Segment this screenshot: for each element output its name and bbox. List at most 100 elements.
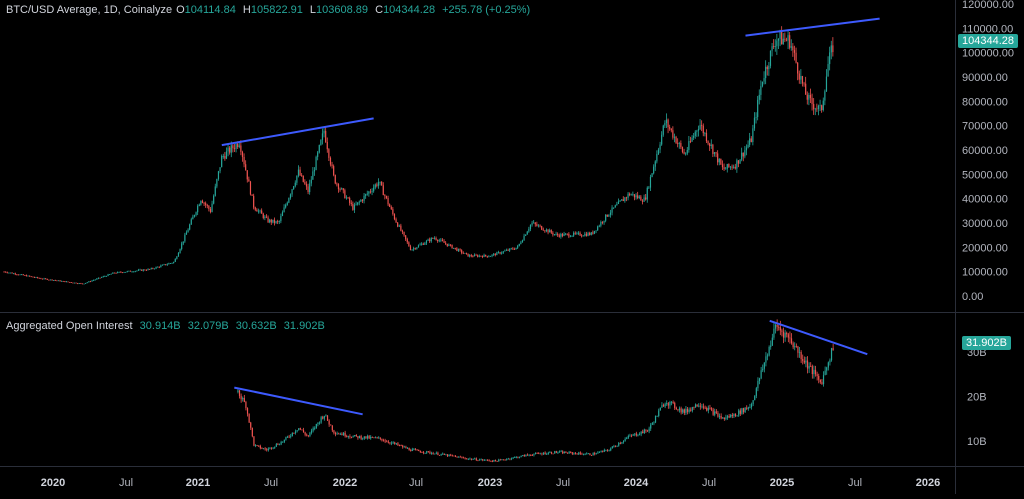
price-candle <box>208 205 210 209</box>
price-candle <box>757 99 759 117</box>
oi-candle <box>784 332 786 338</box>
price-candle <box>451 244 453 249</box>
oi-candle <box>328 420 330 425</box>
oi-candle <box>800 352 802 360</box>
oi-candle <box>824 370 826 376</box>
oi-candle <box>336 433 338 435</box>
price-candle <box>133 271 135 273</box>
price-candle <box>110 273 112 275</box>
oi-candle <box>579 452 581 454</box>
price-candle <box>573 232 575 236</box>
oi-candle <box>451 455 453 457</box>
oi-candle <box>806 360 809 369</box>
oi-candle <box>600 451 602 452</box>
price-candle <box>195 212 197 215</box>
price-candle <box>25 275 28 277</box>
price-candle <box>606 214 608 217</box>
price-candle <box>206 204 208 206</box>
price-candle <box>363 195 365 201</box>
price-candle <box>248 179 250 182</box>
price-candle <box>518 243 520 246</box>
oi-candle <box>821 382 823 385</box>
price-candle <box>832 45 834 53</box>
price-candle <box>389 204 391 207</box>
oi-candle <box>334 433 337 435</box>
oi-candle <box>314 427 316 429</box>
price-candle <box>289 194 292 199</box>
price-candle <box>765 66 767 79</box>
oi-candle <box>515 456 517 458</box>
price-candle <box>413 248 415 250</box>
oi-candle <box>787 334 789 338</box>
price-candle <box>129 270 132 272</box>
oi-candle <box>424 452 426 454</box>
price-candle <box>24 275 26 276</box>
price-candle <box>435 238 437 240</box>
oi-candle <box>771 337 773 346</box>
price-candle <box>40 278 42 280</box>
price-candle <box>182 241 184 244</box>
oi-candle <box>832 348 834 351</box>
price-candle <box>453 247 455 249</box>
price-candle <box>321 133 324 140</box>
price-candle <box>440 239 442 241</box>
price-axis-tick: 110000.00 <box>962 23 1013 35</box>
oi-candle <box>653 422 655 424</box>
price-candle <box>624 197 626 202</box>
oi-candle <box>590 455 593 456</box>
price-candle <box>61 281 63 282</box>
price-candle <box>555 233 557 235</box>
oi-title[interactable]: Aggregated Open Interest <box>6 320 133 332</box>
price-candle <box>742 152 744 157</box>
price-candle <box>539 225 541 227</box>
price-candle <box>128 270 130 272</box>
oi-candle <box>552 453 554 455</box>
price-candle <box>302 175 304 182</box>
price-candle <box>149 268 151 270</box>
oi-candle <box>528 454 530 456</box>
price-candle <box>161 264 164 266</box>
oi-candle <box>779 327 781 331</box>
price-candle <box>779 31 781 39</box>
oi-candle <box>798 352 801 353</box>
oi-candle <box>555 451 557 453</box>
oi-candle <box>830 348 833 361</box>
oi-candle <box>381 438 383 441</box>
price-candle <box>70 282 72 283</box>
price-candle <box>585 233 588 236</box>
price-candle <box>187 229 189 233</box>
oi-candle <box>760 370 762 379</box>
oi-candle <box>432 453 434 455</box>
price-candle <box>69 281 71 283</box>
oi-candle <box>685 408 687 413</box>
price-candle <box>512 248 514 250</box>
price-symbol[interactable]: BTC/USD Average, 1D, Coinalyze <box>6 4 173 16</box>
price-candle <box>544 230 546 232</box>
price-candle <box>19 274 21 276</box>
oi-candle <box>643 429 645 434</box>
price-candle <box>693 135 695 138</box>
price-candle <box>744 150 746 157</box>
price-candle <box>593 230 596 234</box>
price-candle <box>443 241 445 243</box>
price-candle <box>758 94 760 100</box>
oi-candle <box>622 441 625 443</box>
price-candle <box>16 274 18 276</box>
oi-candle <box>482 459 484 461</box>
price-candle <box>174 258 176 262</box>
price-candle <box>419 244 421 246</box>
oi-candle <box>560 451 562 453</box>
oi-candle <box>510 458 513 460</box>
oi-candle <box>680 408 682 413</box>
price-candle <box>438 240 440 242</box>
price-candle <box>529 224 532 229</box>
oi-candle <box>262 448 265 450</box>
price-candle <box>350 202 352 204</box>
price-candle <box>165 264 167 266</box>
oi-candle <box>750 404 753 408</box>
price-candle <box>497 252 500 254</box>
oi-candle <box>616 445 618 447</box>
oi-candle <box>709 407 711 409</box>
